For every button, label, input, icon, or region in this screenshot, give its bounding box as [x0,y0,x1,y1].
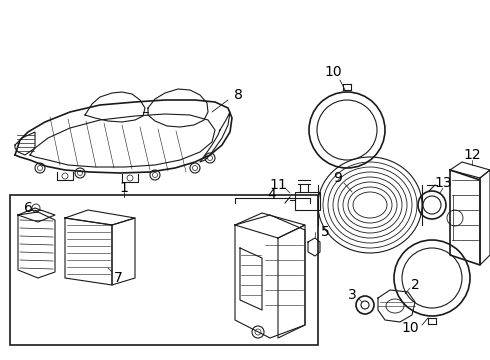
Text: 3: 3 [347,288,356,302]
Text: 13: 13 [434,176,452,190]
Text: 2: 2 [411,278,419,292]
Text: 6: 6 [24,201,32,215]
Text: 11: 11 [269,178,287,192]
Text: 10: 10 [401,321,419,335]
Text: 4: 4 [268,188,276,202]
Text: 12: 12 [463,148,481,162]
Text: 1: 1 [120,181,128,195]
Text: 5: 5 [320,225,329,239]
Bar [10,195,318,345]
Text: 8: 8 [234,88,243,102]
Bar [295,192,320,210]
Text: 10: 10 [324,65,342,79]
Text: 9: 9 [334,171,343,185]
Text: 7: 7 [114,271,122,285]
